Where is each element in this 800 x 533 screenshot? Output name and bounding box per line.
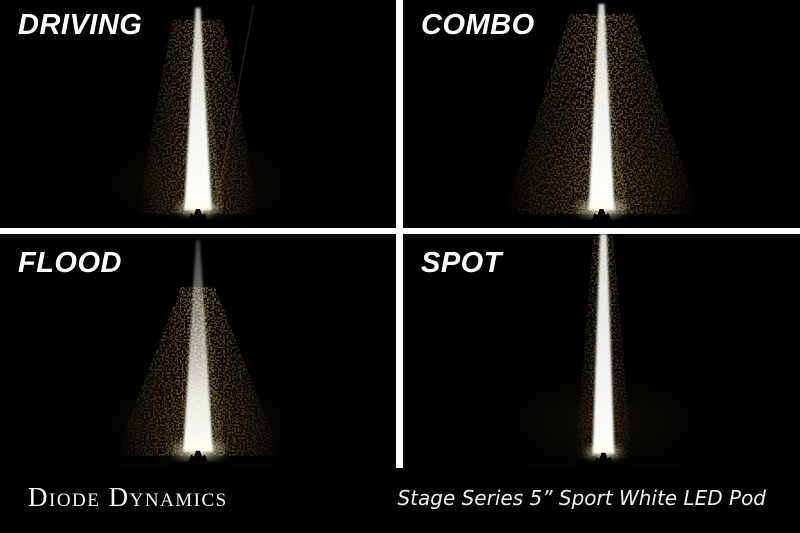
beam-photo-flood bbox=[0, 234, 396, 468]
panel-combo: COMBO bbox=[403, 0, 800, 228]
footer-bar: Diode Dynamics Stage Series 5” Sport Whi… bbox=[0, 468, 800, 533]
panel-spot: SPOT bbox=[403, 234, 800, 468]
beam-photo-combo bbox=[403, 0, 800, 228]
brand-logo-text: Diode Dynamics bbox=[28, 482, 228, 512]
beam-photo-driving bbox=[0, 0, 396, 228]
panel-flood: FLOOD bbox=[0, 234, 396, 468]
vertical-divider bbox=[396, 0, 403, 468]
panel-driving: DRIVING bbox=[0, 0, 396, 228]
panel-label-flood: FLOOD bbox=[18, 247, 122, 279]
panel-label-driving: DRIVING bbox=[18, 9, 143, 41]
horizontal-divider bbox=[0, 228, 800, 234]
panel-label-spot: SPOT bbox=[421, 247, 502, 279]
panel-label-combo: COMBO bbox=[421, 9, 535, 41]
beam-photo-spot bbox=[403, 234, 800, 468]
product-name: Stage Series 5” Sport White LED Pod bbox=[397, 485, 766, 510]
